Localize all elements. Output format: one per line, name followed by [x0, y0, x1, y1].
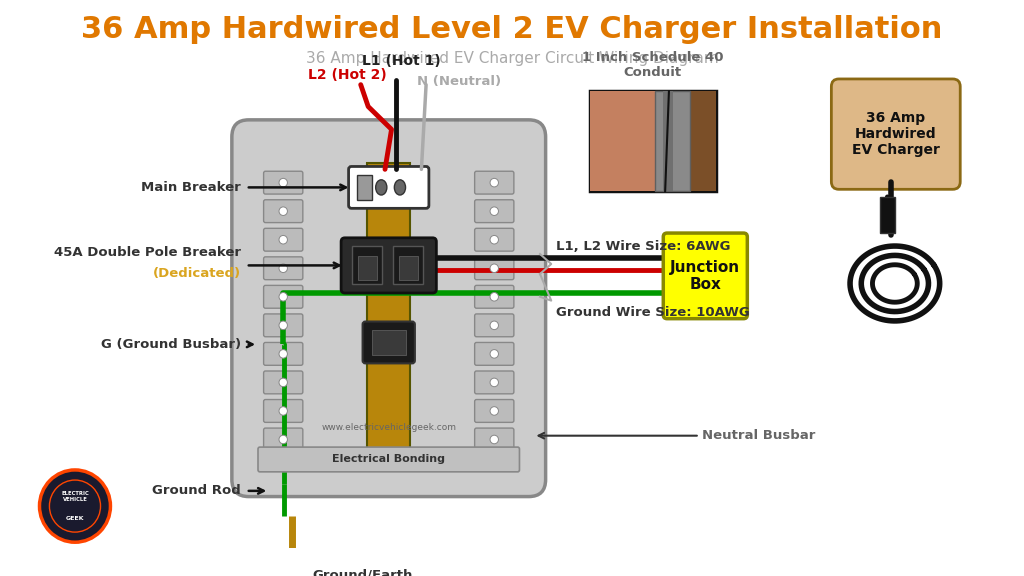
FancyBboxPatch shape — [831, 79, 961, 190]
FancyBboxPatch shape — [263, 228, 303, 251]
Ellipse shape — [394, 180, 406, 195]
Ellipse shape — [279, 264, 288, 272]
FancyBboxPatch shape — [475, 257, 514, 280]
Ellipse shape — [279, 407, 288, 415]
FancyBboxPatch shape — [475, 314, 514, 337]
FancyBboxPatch shape — [475, 371, 514, 394]
Text: Ground Rod: Ground Rod — [153, 484, 242, 497]
FancyBboxPatch shape — [348, 166, 429, 209]
Ellipse shape — [490, 350, 499, 358]
Text: 36 Amp Hardwired EV Charger Circuit Wiring Diagram: 36 Amp Hardwired EV Charger Circuit Wiri… — [305, 51, 719, 66]
Text: L1, L2 Wire Size: 6AWG: L1, L2 Wire Size: 6AWG — [556, 240, 730, 253]
FancyBboxPatch shape — [263, 200, 303, 222]
Ellipse shape — [279, 236, 288, 244]
Bar — [880, 197, 895, 233]
Bar — [368, 162, 411, 453]
FancyBboxPatch shape — [231, 120, 546, 497]
Ellipse shape — [279, 293, 288, 301]
Text: Neutral Busbar: Neutral Busbar — [701, 429, 815, 442]
FancyBboxPatch shape — [475, 285, 514, 308]
Text: N (Neutral): N (Neutral) — [417, 74, 501, 88]
Bar — [690, 92, 716, 191]
Bar — [357, 175, 372, 200]
FancyBboxPatch shape — [664, 233, 748, 319]
Ellipse shape — [490, 293, 499, 301]
Text: Main Breaker: Main Breaker — [141, 181, 242, 194]
Bar — [393, 247, 423, 285]
FancyBboxPatch shape — [475, 228, 514, 251]
Ellipse shape — [279, 378, 288, 386]
Ellipse shape — [490, 435, 499, 444]
FancyBboxPatch shape — [263, 171, 303, 194]
Text: 1 Inch Schedule 40
Conduit: 1 Inch Schedule 40 Conduit — [582, 51, 723, 79]
FancyBboxPatch shape — [475, 200, 514, 222]
Text: Ground Wire Size: 10AWG: Ground Wire Size: 10AWG — [556, 305, 750, 319]
Ellipse shape — [490, 207, 499, 215]
Circle shape — [40, 470, 111, 542]
Bar — [352, 247, 382, 285]
Ellipse shape — [490, 264, 499, 272]
Text: Junction
Box: Junction Box — [671, 260, 740, 292]
Ellipse shape — [490, 179, 499, 187]
Ellipse shape — [490, 236, 499, 244]
Text: L2 (Hot 2): L2 (Hot 2) — [308, 68, 387, 82]
Ellipse shape — [279, 207, 288, 215]
Text: 36 Amp
Hardwired
EV Charger: 36 Amp Hardwired EV Charger — [852, 111, 940, 157]
Ellipse shape — [279, 435, 288, 444]
Text: L1 (Hot 1): L1 (Hot 1) — [361, 55, 440, 69]
Ellipse shape — [490, 321, 499, 329]
FancyBboxPatch shape — [475, 428, 514, 451]
Text: GEEK: GEEK — [66, 516, 84, 521]
Bar — [372, 330, 406, 355]
Text: Ground/Earth: Ground/Earth — [312, 568, 413, 576]
Text: (Dedicated): (Dedicated) — [153, 267, 242, 279]
FancyBboxPatch shape — [263, 400, 303, 422]
Bar — [358, 256, 377, 280]
Text: G (Ground Busbar): G (Ground Busbar) — [101, 338, 242, 351]
Ellipse shape — [279, 321, 288, 329]
Ellipse shape — [376, 180, 387, 195]
FancyBboxPatch shape — [263, 428, 303, 451]
FancyBboxPatch shape — [263, 343, 303, 365]
FancyBboxPatch shape — [263, 371, 303, 394]
Text: 36 Amp Hardwired Level 2 EV Charger Installation: 36 Amp Hardwired Level 2 EV Charger Inst… — [81, 15, 943, 44]
FancyBboxPatch shape — [475, 343, 514, 365]
Bar — [663, 92, 673, 191]
Ellipse shape — [490, 378, 499, 386]
Ellipse shape — [279, 179, 288, 187]
Text: ELECTRIC
VEHICLE: ELECTRIC VEHICLE — [61, 491, 89, 502]
FancyBboxPatch shape — [258, 447, 519, 472]
Bar — [655, 92, 690, 191]
Bar — [590, 92, 716, 191]
Text: 45A Double Pole Breaker: 45A Double Pole Breaker — [54, 245, 242, 259]
FancyBboxPatch shape — [362, 321, 415, 363]
FancyBboxPatch shape — [475, 171, 514, 194]
FancyBboxPatch shape — [263, 314, 303, 337]
FancyBboxPatch shape — [475, 400, 514, 422]
Ellipse shape — [490, 407, 499, 415]
FancyBboxPatch shape — [263, 257, 303, 280]
Bar — [590, 92, 666, 191]
FancyBboxPatch shape — [263, 285, 303, 308]
Text: www.electricvehiclegeek.com: www.electricvehiclegeek.com — [322, 423, 457, 431]
Text: Electrical Bonding: Electrical Bonding — [332, 454, 445, 464]
FancyBboxPatch shape — [341, 238, 436, 293]
Bar — [399, 256, 418, 280]
Ellipse shape — [279, 350, 288, 358]
